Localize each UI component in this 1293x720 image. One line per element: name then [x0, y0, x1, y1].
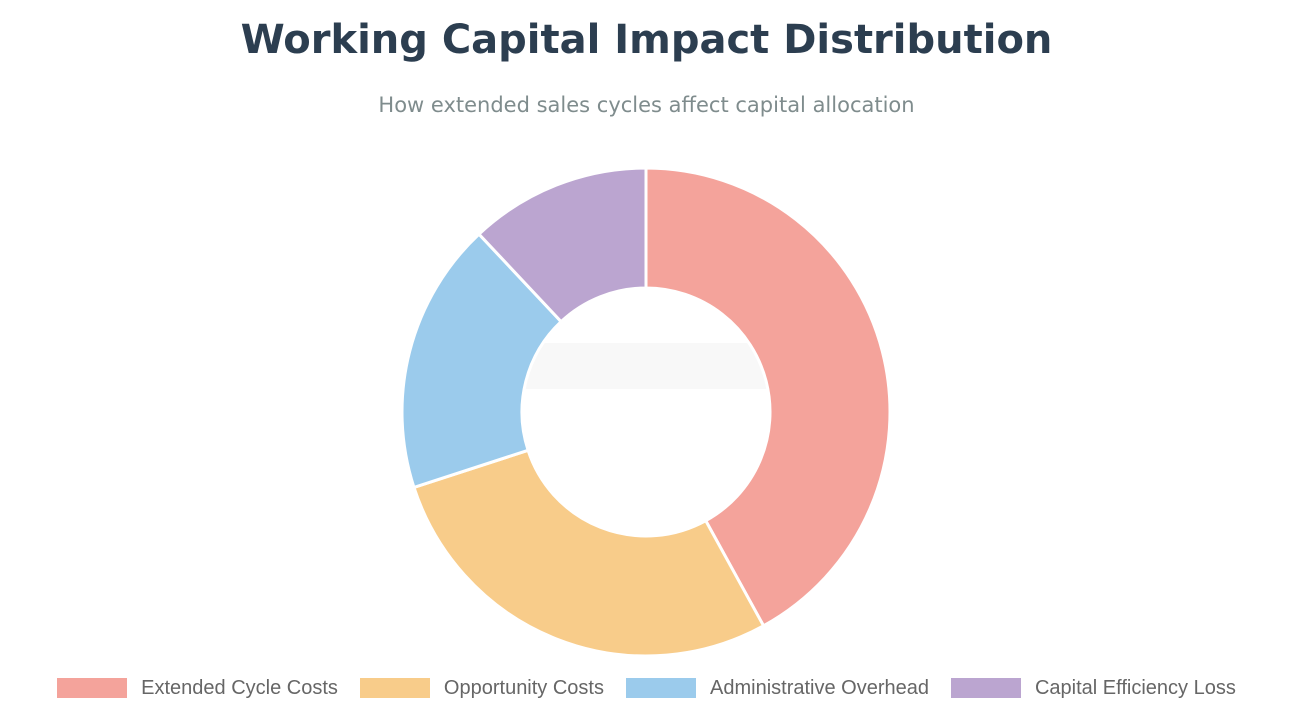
slice-administrative-overhead[interactable] — [400, 232, 564, 490]
legend-swatch — [950, 678, 1021, 698]
legend-item-capital-efficiency-loss[interactable]: Capital Efficiency Loss — [950, 676, 1236, 700]
legend-label: Capital Efficiency Loss — [1034, 676, 1236, 699]
legend-swatch — [57, 678, 128, 698]
legend-swatch — [359, 678, 430, 698]
legend-swatch — [626, 678, 696, 698]
legend-item-opportunity-costs[interactable]: Opportunity Costs — [359, 676, 604, 700]
legend-label: Administrative Overhead — [710, 676, 929, 699]
chart-legend: Extended Cycle Costs Opportunity Costs Adm… — [0, 672, 1293, 704]
chart-title: Working Capital Impact Distribution — [240, 17, 1053, 63]
legend-label: Opportunity Costs — [443, 676, 604, 699]
slice-extended-cycle-costs[interactable] — [644, 166, 892, 628]
legend-item-administrative-overhead[interactable]: Administrative Overhead — [626, 677, 929, 700]
legend-item-extended-cycle-costs[interactable]: Extended Cycle Costs — [57, 677, 338, 700]
slice-capital-efficiency-loss[interactable] — [476, 166, 648, 324]
slice-opportunity-costs[interactable] — [412, 448, 766, 658]
legend-label: Extended Cycle Costs — [141, 676, 338, 699]
chart-subtitle: How extended sales cycles affect capital… — [378, 93, 915, 117]
